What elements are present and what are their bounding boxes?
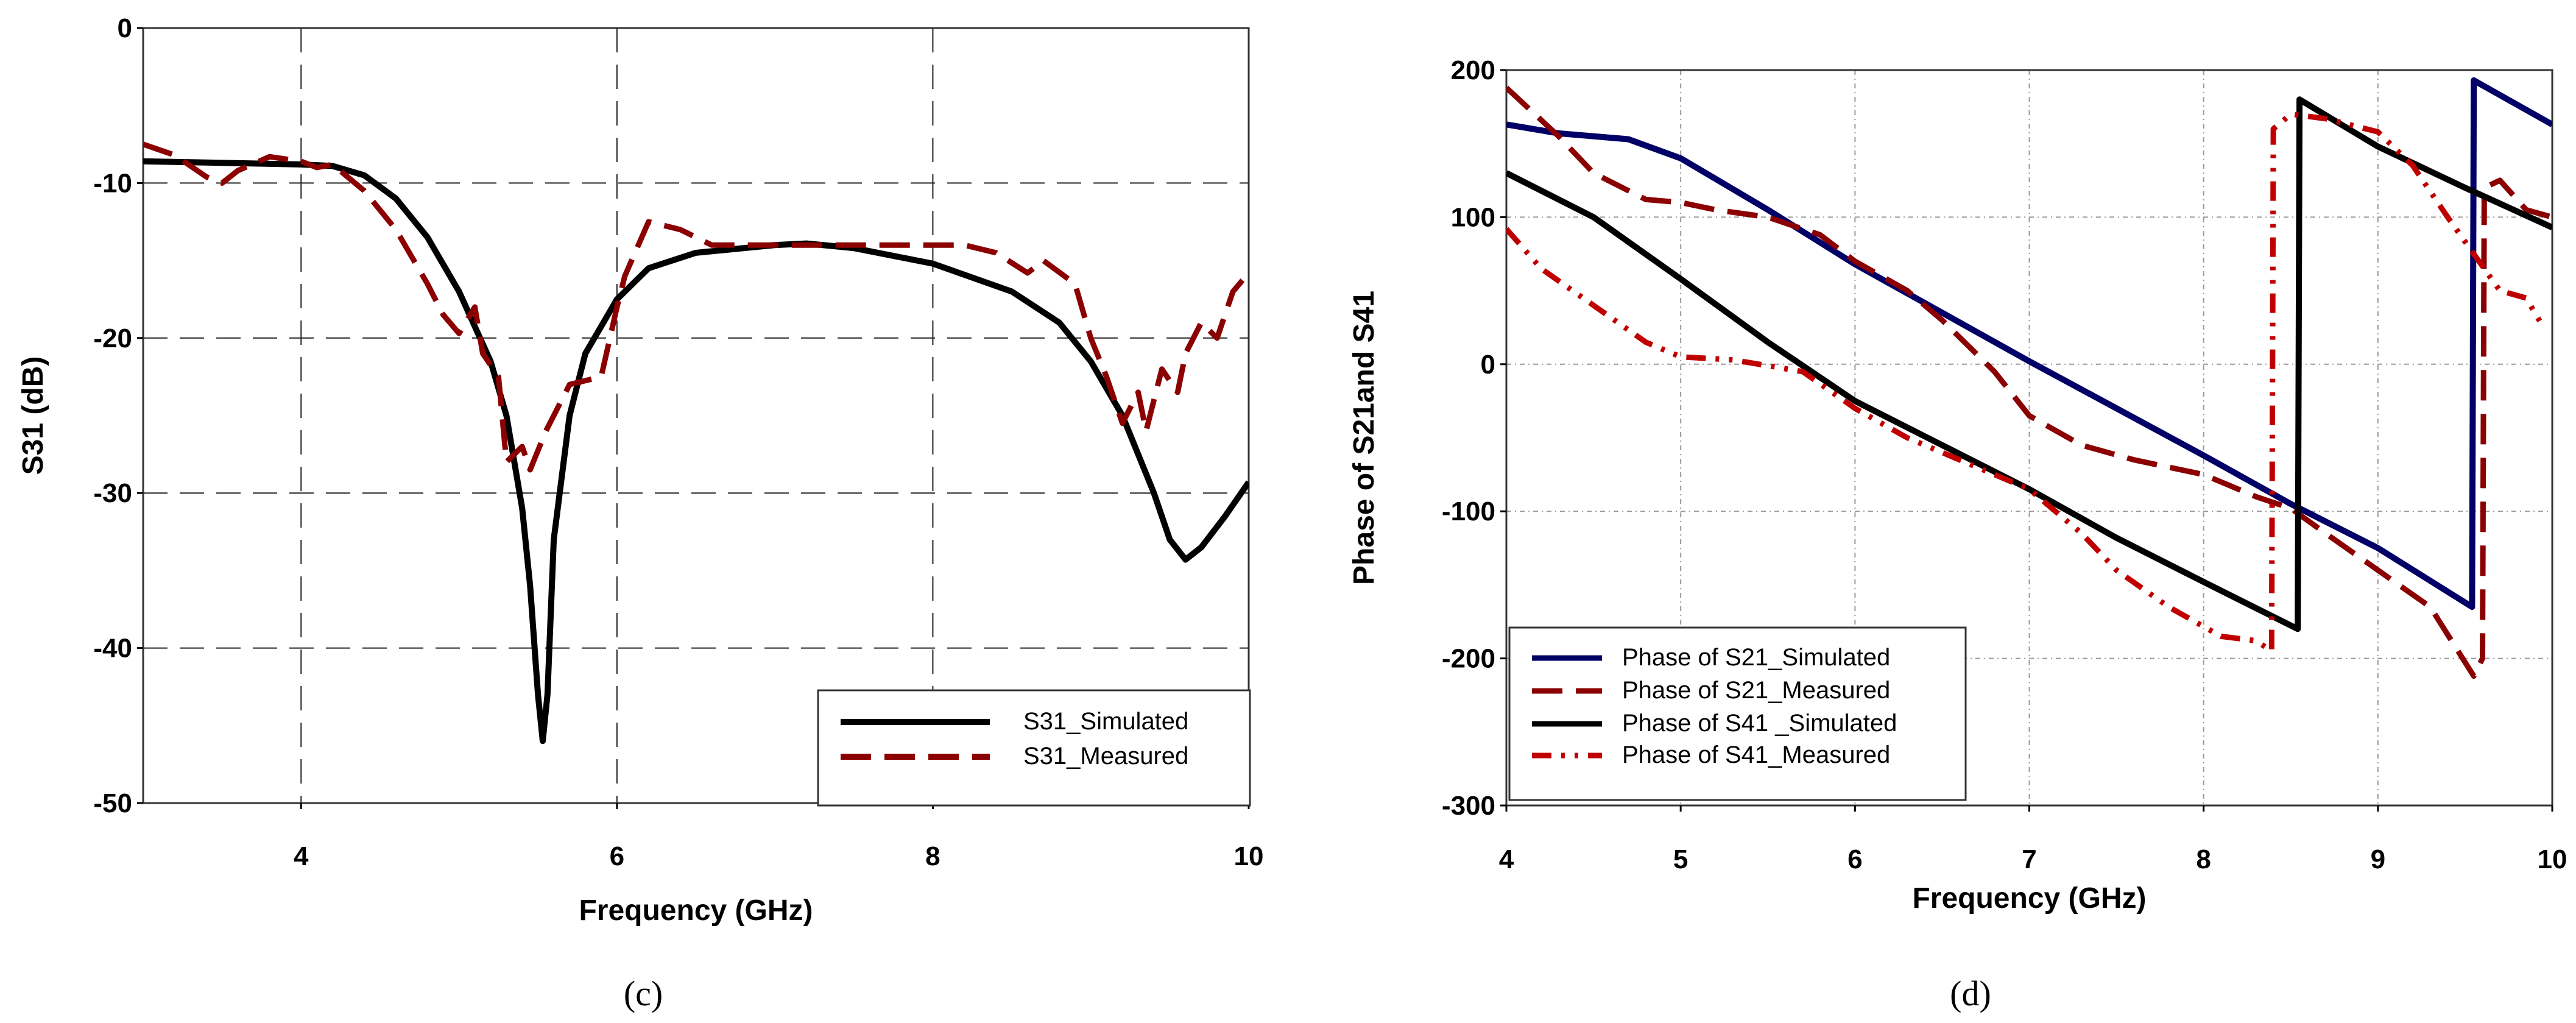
legend-label: Phase of S21_Measured — [1622, 677, 1890, 704]
x-tick-label: 6 — [610, 841, 624, 871]
legend-label: Phase of S41 _Simulated — [1622, 710, 1897, 737]
x-tick-label: 4 — [294, 841, 309, 871]
legend: Phase of S21_Simulated Phase of S21_Measu… — [1508, 626, 1967, 801]
x-tick-label: 10 — [2538, 844, 2567, 874]
y-tick-label: -40 — [93, 634, 132, 664]
x-tick-label: 4 — [1499, 844, 1514, 874]
series-line-phase-of-s41-measured — [1506, 111, 2546, 654]
series-line-phase-of-s21-simulated — [1506, 77, 2552, 611]
legend: S31_Simulated S31_Measured — [817, 689, 1251, 807]
y-tick-label: -20 — [93, 324, 132, 353]
x-axis-title: Frequency (GHz) — [579, 894, 813, 927]
plot-frame — [142, 27, 1250, 804]
legend-label: Phase of S21_Simulated — [1622, 644, 1890, 671]
y-tick-label: -100 — [1442, 497, 1495, 526]
y-tick-label: 200 — [1451, 55, 1495, 85]
x-tick-label: 6 — [1847, 844, 1862, 874]
x-tick-label: 8 — [925, 841, 940, 871]
x-tick-label: 7 — [2022, 844, 2036, 874]
x-axis-title: Frequency (GHz) — [1912, 882, 2146, 915]
y-tick-label: -300 — [1442, 791, 1495, 821]
legend-label: S31_Measured — [1023, 743, 1188, 770]
chart-panel-c: 0 -10 -20 -30 -40 -50 4 6 8 10 Frequency (GHz) S31 … — [17, 13, 1263, 1013]
y-tick-label: 100 — [1451, 202, 1495, 232]
panel-caption: (c) — [624, 974, 663, 1013]
series-line-s31-simulated — [143, 158, 1249, 745]
y-axis-title: S31 (dB) — [17, 356, 49, 475]
x-tick-label: 10 — [1234, 841, 1264, 871]
legend-label: Phase of S41_Measured — [1622, 742, 1890, 768]
x-tick-label: 9 — [2371, 844, 2385, 874]
y-tick-label: -30 — [93, 478, 132, 508]
series-line-s31-measured — [143, 141, 1249, 473]
y-tick-label: 0 — [1481, 350, 1495, 380]
y-tick-label: -200 — [1442, 644, 1495, 674]
y-tick-label: -50 — [93, 788, 132, 818]
x-tick-label: 5 — [1673, 844, 1688, 874]
panel-caption: (d) — [1950, 974, 1991, 1013]
y-tick-label: 0 — [118, 13, 132, 43]
y-tick-label: -10 — [93, 168, 132, 198]
y-axis-title: Phase of S21and S41 — [1348, 291, 1380, 585]
series-line-phase-of-s21-measured — [1506, 85, 2552, 679]
x-tick-label: 8 — [2196, 844, 2211, 874]
legend-label: S31_Simulated — [1023, 708, 1188, 735]
series-line-phase-of-s41-simulated — [1506, 96, 2552, 632]
legend-box — [817, 689, 1251, 807]
